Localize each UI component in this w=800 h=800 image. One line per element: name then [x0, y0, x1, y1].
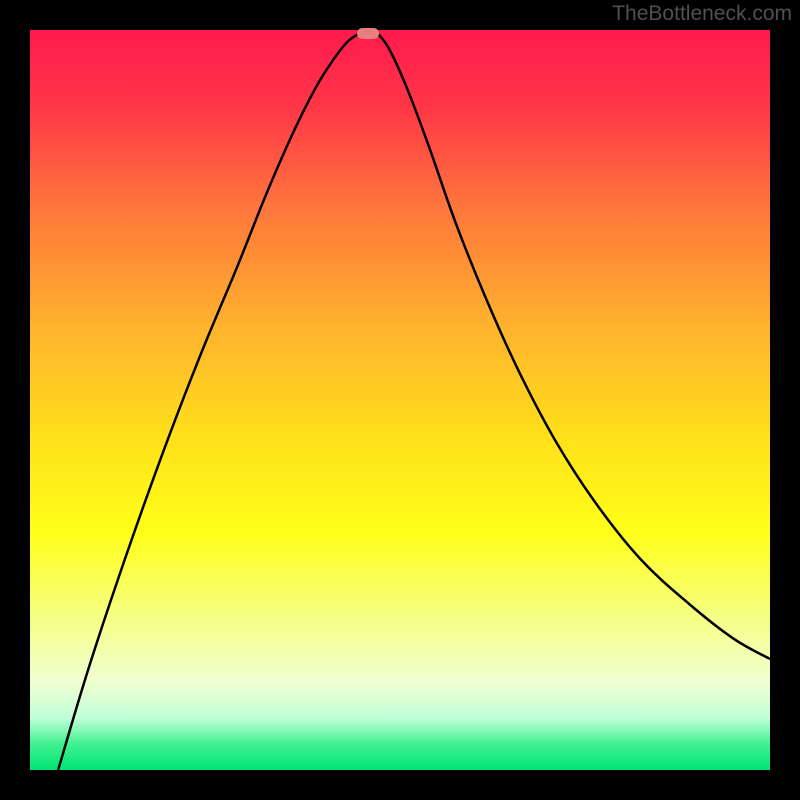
chart-background	[30, 30, 770, 770]
optimal-point-marker	[357, 28, 379, 39]
watermark-text: TheBottleneck.com	[612, 2, 792, 26]
bottleneck-chart	[30, 30, 770, 770]
chart-svg	[30, 30, 770, 770]
